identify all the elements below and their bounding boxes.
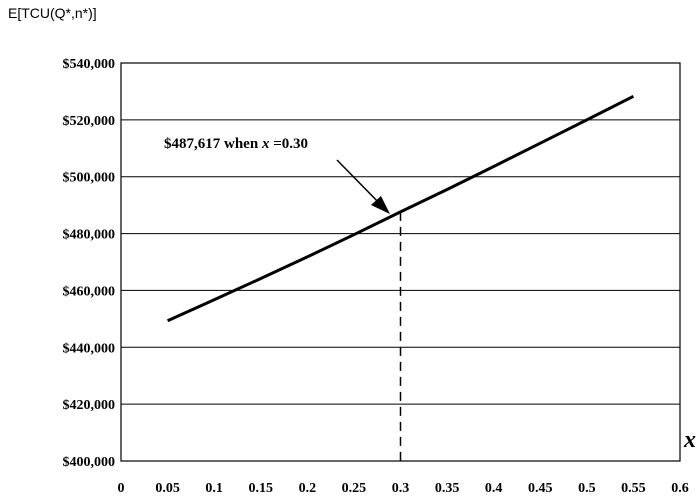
annotation-prefix: $487,617 when xyxy=(164,136,262,152)
annotation: $487,617 when x =0.30 xyxy=(164,136,390,214)
y-tick-label: $440,000 xyxy=(63,341,116,356)
x-tick-label: 0.25 xyxy=(342,481,367,496)
y-tick-label: $480,000 xyxy=(63,228,116,243)
x-tick-label: 0.5 xyxy=(578,481,596,496)
y-axis-label: E[TCU(Q*,n*)] xyxy=(8,5,97,21)
x-axis-label: x xyxy=(683,427,696,453)
annotation-arrowhead xyxy=(371,196,390,214)
x-tick-label: 0.05 xyxy=(155,481,180,496)
x-tick-label: 0.1 xyxy=(205,481,223,496)
x-tick-label: 0.6 xyxy=(671,481,689,496)
svg-text:$487,617 when x =0.30: $487,617 when x =0.30 xyxy=(164,136,308,152)
y-tick-label: $500,000 xyxy=(63,171,116,186)
y-tick-label: $540,000 xyxy=(63,57,116,72)
y-tick-label: $460,000 xyxy=(63,284,116,299)
annotation-suffix: =0.30 xyxy=(269,136,308,152)
annotation-var: x xyxy=(261,136,270,152)
y-tick-label: $420,000 xyxy=(63,398,116,413)
y-tick-labels: $400,000 $420,000 $440,000 $460,000 $480,000… xyxy=(63,57,116,470)
x-tick-label: 0.2 xyxy=(299,481,317,496)
y-tick-label: $400,000 xyxy=(63,455,116,470)
x-tick-label: 0.55 xyxy=(621,481,646,496)
x-tick-label: 0.4 xyxy=(485,481,503,496)
series-line xyxy=(166,94,635,323)
x-tick-label: 0.35 xyxy=(435,481,460,496)
x-tick-labels: 0 0.05 0.1 0.15 0.2 0.25 0.3 0.35 0.4 0.45 0.5 0.55… xyxy=(118,481,689,496)
y-tick-label: $520,000 xyxy=(63,114,116,129)
x-tick-label: 0.3 xyxy=(392,481,410,496)
x-tick-label: 0.15 xyxy=(249,481,274,496)
annotation-arrow xyxy=(336,159,384,208)
x-tick-label: 0.45 xyxy=(528,481,553,496)
x-tick-label: 0 xyxy=(118,481,125,496)
plot-area-frame xyxy=(120,62,681,462)
